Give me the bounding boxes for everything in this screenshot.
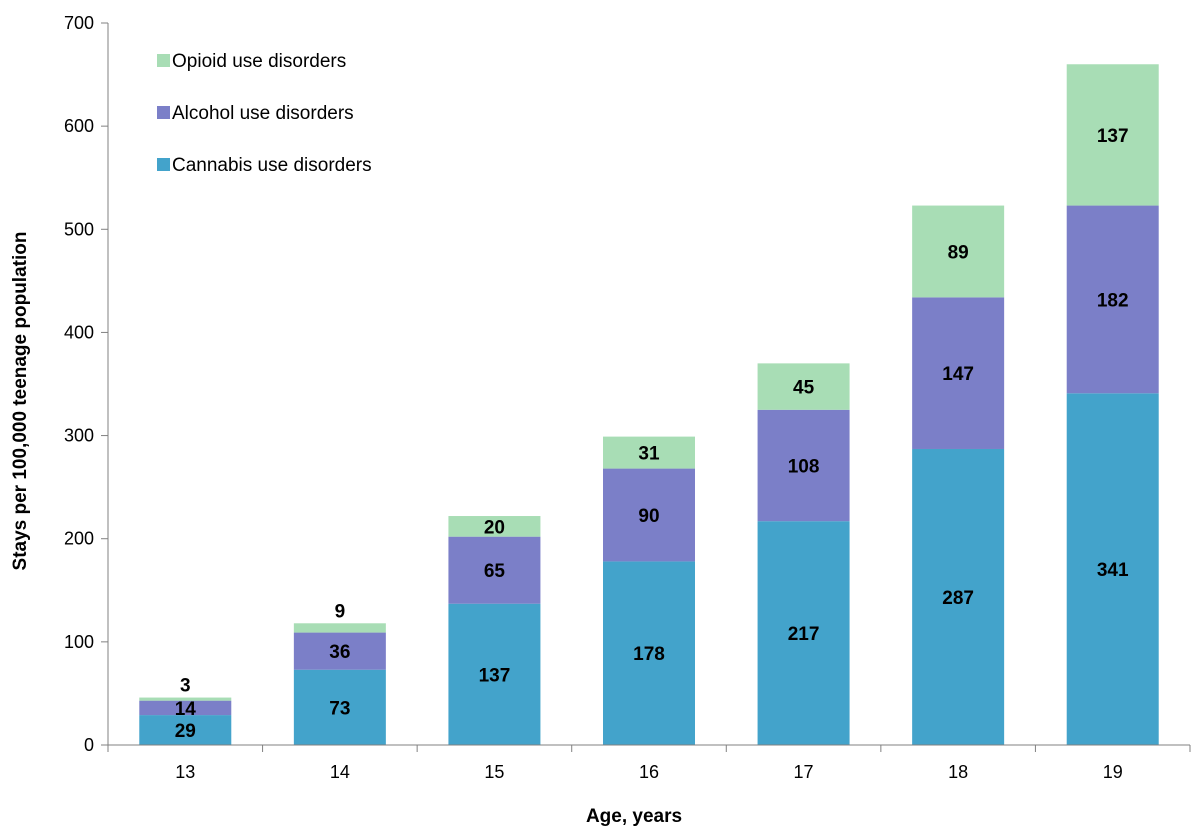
bar-segment (139, 700, 232, 716)
bar-data-label: 89 (948, 242, 969, 263)
bar-segment (912, 448, 1005, 745)
bars (139, 64, 1159, 745)
y-tick-label: 700 (64, 13, 94, 33)
legend-label: Alcohol use disorders (172, 103, 354, 124)
y-tick-label: 400 (64, 322, 94, 342)
bar-segment (448, 516, 541, 537)
bar-segment (757, 521, 850, 745)
x-tick-label: 18 (948, 762, 968, 782)
bar-data-label: 45 (793, 378, 815, 399)
bar-data-label: 182 (1097, 290, 1129, 311)
x-tick-label: 17 (794, 762, 814, 782)
bar-data-label: 73 (329, 698, 350, 719)
bar-data-label: 137 (1097, 126, 1129, 147)
y-tick-label: 200 (64, 529, 94, 549)
bar-segment (757, 409, 850, 522)
bar-data-label: 20 (484, 517, 505, 538)
bar-segment (139, 697, 232, 701)
bar-data-label: 9 (335, 601, 346, 622)
y-tick-label: 600 (64, 116, 94, 136)
y-tick-label: 500 (64, 219, 94, 239)
legend-label: Opioid use disorders (172, 51, 346, 72)
legend-swatch (157, 158, 170, 171)
y-axis-ticks: 0 100 200 300 400 500 600 700 (64, 13, 108, 755)
bar-segment (1066, 64, 1159, 206)
bar-segment (603, 436, 695, 469)
bar-data-label: 341 (1097, 560, 1129, 581)
x-tick-label: 16 (639, 762, 659, 782)
legend-item: Cannabis use disorders (157, 155, 372, 176)
bar-data-label: 90 (638, 506, 659, 527)
bar-data-label: 31 (638, 444, 660, 465)
bar-data-label: 287 (942, 588, 974, 609)
legend-swatch (157, 54, 170, 67)
x-axis-ticks: 13 14 15 16 17 18 19 (107, 745, 1191, 782)
bar-data-label: 3 (180, 676, 191, 697)
x-tick-label: 19 (1103, 762, 1123, 782)
bar-segment (603, 561, 695, 745)
legend-label: Cannabis use disorders (172, 155, 372, 176)
legend-swatch (157, 106, 170, 119)
bar-segment (1066, 205, 1159, 394)
bar-segment (912, 297, 1005, 449)
bar-data-label: 147 (942, 364, 974, 385)
legend-item: Opioid use disorders (157, 51, 346, 72)
bar-data-label: 65 (484, 561, 506, 582)
y-tick-label: 0 (84, 735, 94, 755)
bar-segment (293, 623, 386, 633)
bar-segment (139, 715, 232, 745)
bar-data-label: 14 (175, 699, 197, 720)
bar-data-label: 217 (788, 624, 820, 645)
bar-data-label: 108 (788, 456, 820, 477)
bar-segment (603, 468, 695, 562)
x-tick-label: 15 (484, 762, 504, 782)
x-tick-label: 14 (330, 762, 350, 782)
bar-data-label: 178 (633, 644, 665, 665)
bar-segment (1066, 393, 1159, 745)
legend: Opioid use disorders Alcohol use disorder… (157, 51, 372, 176)
bar-data-label: 137 (479, 665, 511, 686)
x-tick-label: 13 (175, 762, 195, 782)
bar-segment (448, 603, 541, 745)
bar-segment (293, 669, 386, 745)
bar-segment (293, 632, 386, 670)
x-axis-title: Age, years (586, 806, 682, 827)
y-tick-label: 100 (64, 632, 94, 652)
y-axis-title: Stays per 100,000 teenage population (10, 232, 31, 571)
bar-segment (448, 536, 541, 604)
legend-item: Alcohol use disorders (157, 103, 354, 124)
bar-segment (912, 205, 1005, 298)
bar-segment (757, 363, 850, 410)
bar-data-label: 36 (329, 642, 350, 663)
y-tick-label: 300 (64, 426, 94, 446)
bar-data-label: 29 (175, 721, 196, 742)
